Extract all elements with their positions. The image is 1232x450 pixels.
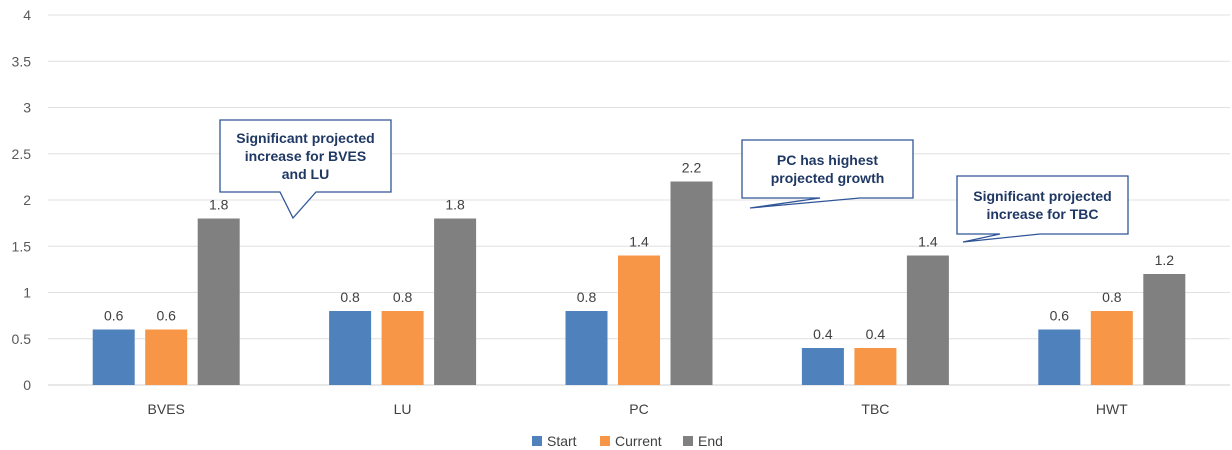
data-label: 0.4 — [813, 326, 833, 342]
legend-label-current: Current — [615, 433, 662, 449]
data-label: 0.6 — [104, 308, 124, 324]
callout-text: Significant projected — [236, 130, 374, 146]
y-tick-label: 2 — [23, 192, 31, 208]
data-label: 1.4 — [629, 234, 649, 250]
callouts: Significant projected increase for BVES an… — [219, 119, 1129, 243]
y-tick-label: 0.5 — [12, 331, 32, 347]
data-label: 1.8 — [209, 197, 229, 213]
legend-swatch-current — [600, 436, 610, 446]
callout-text: PC has highest — [777, 152, 878, 168]
data-label: 0.8 — [393, 289, 413, 305]
bar-end-bves — [197, 218, 240, 385]
y-tick-label: 3 — [23, 100, 31, 116]
data-label: 0.6 — [1050, 308, 1070, 324]
legend-label-start: Start — [547, 433, 577, 449]
y-tick-label: 1.5 — [12, 238, 32, 254]
data-label: 1.8 — [445, 197, 465, 213]
data-label: 0.4 — [866, 326, 886, 342]
bar-start-bves — [92, 329, 135, 385]
category-label: HWT — [1096, 401, 1128, 417]
y-tick-label: 4 — [23, 7, 31, 23]
category-label: BVES — [148, 401, 185, 417]
bar-start-pc — [565, 311, 608, 385]
bar-current-hwt — [1090, 311, 1133, 385]
legend: Start Current End — [532, 433, 723, 449]
bar-current-tbc — [854, 348, 897, 385]
callout-text: increase for BVES — [245, 148, 366, 164]
bar-end-lu — [434, 218, 477, 385]
data-label: 1.4 — [918, 234, 938, 250]
bar-start-tbc — [801, 348, 844, 385]
bar-current-lu — [381, 311, 424, 385]
bar-start-hwt — [1038, 329, 1081, 385]
data-label: 0.8 — [577, 289, 597, 305]
data-label: 0.8 — [1102, 289, 1122, 305]
y-tick-label: 0 — [23, 377, 31, 393]
legend-swatch-end — [683, 436, 693, 446]
bars — [92, 181, 1186, 385]
data-label: 2.2 — [682, 160, 702, 176]
y-tick-label: 2.5 — [12, 146, 32, 162]
bar-current-bves — [145, 329, 188, 385]
bar-end-tbc — [906, 255, 949, 385]
data-label: 0.8 — [340, 289, 360, 305]
y-axis-tick-labels: 0 0.5 1 1.5 2 2.5 3 3.5 4 — [12, 7, 32, 393]
legend-label-end: End — [698, 433, 723, 449]
data-label: 0.6 — [156, 308, 176, 324]
category-label: LU — [394, 401, 412, 417]
bar-current-pc — [618, 255, 660, 385]
data-labels: 0.6 0.6 1.8 0.8 0.8 1.8 0.8 1.4 2.2 0.4 0.4 1.4 0.6 0… — [104, 160, 1174, 343]
bar-end-hwt — [1143, 274, 1186, 385]
callout-text: and LU — [282, 166, 329, 182]
y-tick-label: 3.5 — [12, 53, 32, 69]
legend-swatch-start — [532, 436, 542, 446]
x-axis-category-labels: BVES LU PC TBC HWT — [148, 401, 1129, 417]
callout-bubble — [956, 175, 1129, 243]
callout-bubble — [741, 139, 914, 209]
data-label: 1.2 — [1155, 252, 1175, 268]
callout-text: increase for TBC — [986, 206, 1098, 222]
callout-text: projected growth — [771, 170, 885, 186]
bar-end-pc — [670, 181, 713, 385]
category-label: TBC — [861, 401, 889, 417]
callout-text: Significant projected — [973, 188, 1111, 204]
callout-bubble — [219, 119, 392, 220]
category-label: PC — [629, 401, 648, 417]
bar-start-lu — [329, 311, 372, 385]
y-tick-label: 1 — [23, 285, 31, 301]
